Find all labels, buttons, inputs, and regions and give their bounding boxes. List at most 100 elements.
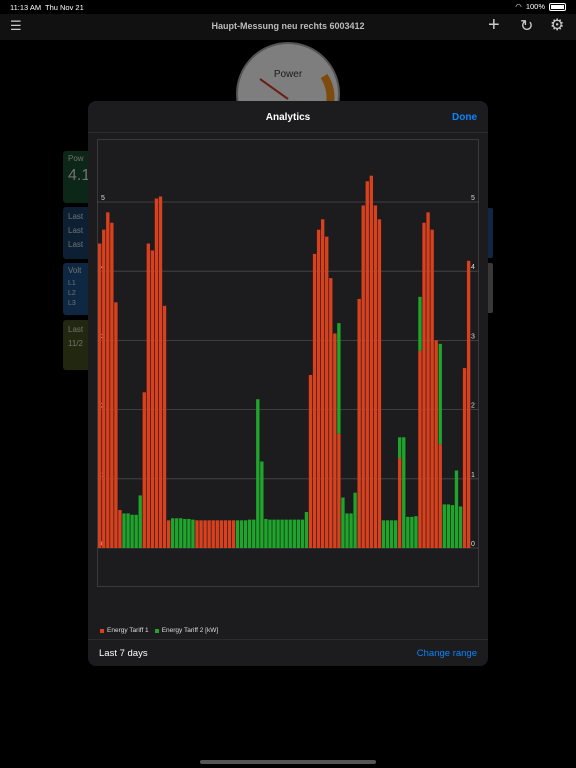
- bar: [389, 520, 394, 548]
- bar: [268, 519, 272, 548]
- last-tile-line: Last: [68, 240, 84, 249]
- gauge-label: Power: [273, 69, 303, 80]
- bar: [377, 219, 382, 549]
- bar: [243, 520, 248, 548]
- bar: [402, 437, 406, 548]
- bar: [345, 513, 349, 548]
- bar: [381, 520, 386, 548]
- bar: [158, 196, 163, 549]
- bar: [450, 505, 455, 548]
- bar: [179, 518, 183, 548]
- divider: [88, 639, 488, 640]
- bar: [260, 461, 264, 548]
- battery-percent: 100%: [525, 2, 545, 11]
- change-range-button[interactable]: Change range: [416, 648, 477, 659]
- wifi-icon: ◠: [515, 2, 522, 11]
- bar: [341, 497, 345, 548]
- range-label: Last 7 days: [99, 648, 148, 659]
- right-tile[interactable]: [484, 263, 493, 313]
- bar: [138, 495, 142, 548]
- bar: [211, 520, 215, 548]
- list-icon[interactable]: ☰: [10, 18, 22, 33]
- bar: [398, 458, 402, 548]
- bar: [312, 253, 317, 548]
- home-indicator[interactable]: [200, 760, 376, 764]
- power-tile-label: Pow: [68, 154, 84, 163]
- legend-label-tariff1: Energy Tariff 1: [107, 627, 149, 634]
- y-tick-label-right: 2: [471, 403, 475, 410]
- bar: [462, 368, 467, 548]
- bar: [146, 243, 151, 548]
- bar: [406, 516, 410, 548]
- done-button[interactable]: Done: [452, 112, 477, 123]
- bar: [373, 205, 378, 548]
- bar: [398, 437, 402, 459]
- bar: [288, 519, 292, 548]
- voltage-tile-label: Volt: [68, 266, 82, 275]
- chart-legend: Energy Tariff 1 Energy Tariff 2 [kW]: [100, 627, 218, 634]
- bar: [102, 229, 106, 548]
- bar: [162, 305, 167, 548]
- last-tile-line: Last: [68, 212, 84, 221]
- bar: [122, 513, 126, 548]
- bar: [438, 444, 442, 548]
- bar: [256, 399, 260, 548]
- bar: [110, 222, 114, 548]
- plus-icon[interactable]: +: [488, 14, 500, 36]
- modal-title: Analytics: [265, 112, 311, 123]
- right-tile[interactable]: [484, 208, 493, 258]
- analytics-modal: Analytics Done 00112233445511/14/1911/15…: [88, 101, 488, 666]
- bar: [98, 243, 102, 548]
- bar: [458, 506, 463, 548]
- bar: [248, 519, 252, 548]
- voltage-l1: L1: [68, 280, 76, 287]
- bar: [466, 260, 471, 548]
- bar: [422, 222, 426, 548]
- bar: [320, 219, 325, 549]
- bar: [207, 520, 211, 548]
- bar: [166, 520, 171, 548]
- bar: [414, 516, 418, 548]
- bar: [442, 504, 446, 548]
- bar: [410, 516, 414, 548]
- bar: [175, 518, 179, 548]
- legend-label-tariff2: Energy Tariff 2 [kW]: [161, 627, 219, 634]
- bar: [195, 520, 199, 548]
- bar: [114, 302, 118, 548]
- bar: [252, 519, 256, 548]
- bar: [223, 520, 228, 548]
- bar: [446, 504, 451, 548]
- bar: [154, 198, 159, 548]
- bar: [272, 519, 276, 548]
- divider: [88, 132, 488, 133]
- y-tick-label-right: 0: [471, 541, 475, 548]
- last-date-tile-date: 11/2: [68, 339, 83, 348]
- bar: [106, 212, 110, 548]
- bar: [369, 175, 373, 549]
- bar: [142, 392, 146, 548]
- refresh-icon[interactable]: ↻: [520, 18, 534, 35]
- bar: [191, 519, 195, 548]
- chart-container: 00112233445511/14/1911/15/1911/16/1911/1…: [97, 139, 482, 614]
- bar: [231, 520, 236, 548]
- bar: [239, 520, 244, 548]
- bar: [292, 519, 296, 548]
- bar: [227, 520, 232, 548]
- y-tick-label-left: 5: [101, 195, 105, 202]
- bar: [118, 509, 122, 548]
- bar: [203, 520, 207, 548]
- bar: [434, 340, 438, 548]
- last-tile-line: Last: [68, 226, 84, 235]
- bar: [170, 518, 175, 548]
- bar: [126, 513, 130, 548]
- legend-swatch-tariff1: [100, 628, 104, 633]
- gear-icon[interactable]: ⚙: [550, 17, 565, 34]
- status-time: 11:13 AM: [10, 3, 42, 12]
- bar: [296, 519, 301, 548]
- bar: [365, 181, 369, 549]
- page-title: Haupt-Messung neu rechts 6003412: [211, 21, 365, 31]
- voltage-l3: L3: [68, 300, 76, 307]
- bar: [183, 518, 187, 548]
- y-tick-label-right: 4: [471, 264, 475, 271]
- bar: [316, 229, 321, 548]
